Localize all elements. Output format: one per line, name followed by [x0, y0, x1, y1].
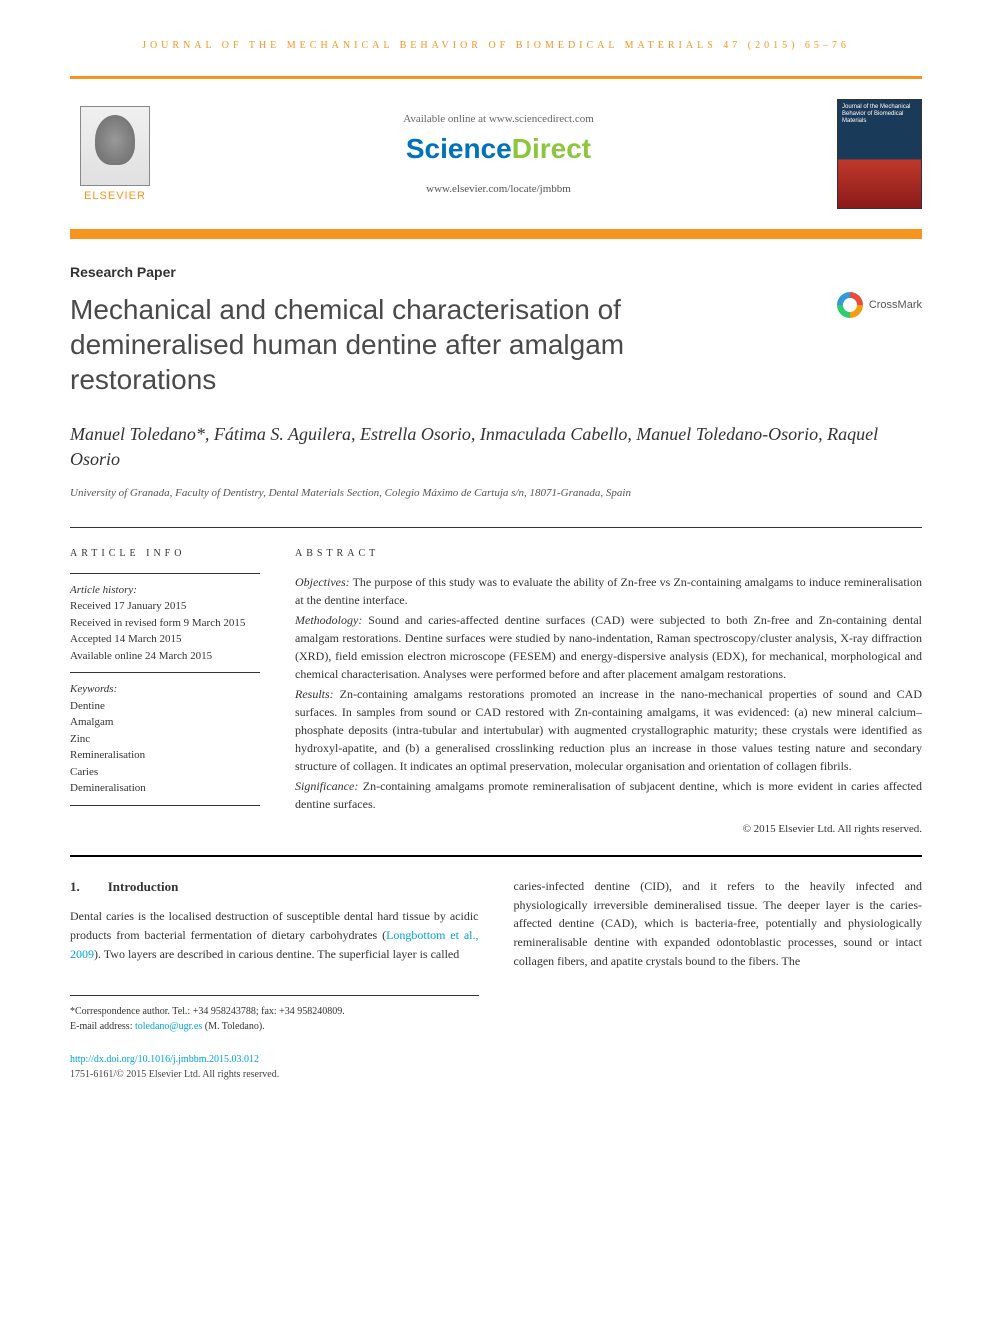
paper-title: Mechanical and chemical characterisation… — [70, 292, 720, 397]
crossmark-label: CrossMark — [869, 299, 922, 311]
publisher-header: ELSEVIER Available online at www.science… — [70, 99, 922, 209]
section-1-heading: Introduction — [108, 879, 179, 894]
significance-text: Zn-containing amalgams promote remineral… — [295, 779, 922, 811]
results-label: Results: — [295, 687, 334, 701]
keyword: Amalgam — [70, 714, 260, 731]
journal-cover-thumbnail: Journal of the Mechanical Behavior of Bi… — [837, 99, 922, 209]
keyword: Dentine — [70, 698, 260, 715]
keyword: Demineralisation — [70, 780, 260, 797]
article-info-column: ARTICLE INFO Article history: Received 1… — [70, 546, 260, 838]
online-date: Available online 24 March 2015 — [70, 648, 260, 665]
affiliation: University of Granada, Faculty of Dentis… — [70, 486, 922, 501]
keywords-block: Keywords: Dentine Amalgam Zinc Remineral… — [70, 681, 260, 806]
correspondence-note: *Correspondence author. Tel.: +34 958243… — [70, 1004, 479, 1019]
results-text: Zn-containing amalgams restorations prom… — [295, 687, 922, 773]
elsevier-logo: ELSEVIER — [70, 106, 160, 202]
accepted-date: Accepted 14 March 2015 — [70, 631, 260, 648]
body-column-right: caries-infected dentine (CID), and it re… — [514, 877, 923, 970]
sciencedirect-logo: ScienceDirect — [160, 133, 837, 165]
keyword: Caries — [70, 764, 260, 781]
elsevier-tree-icon — [80, 106, 150, 186]
crossmark-icon — [837, 292, 863, 318]
abstract-heading: ABSTRACT — [295, 546, 922, 561]
body-columns: 1. Introduction Dental caries is the loca… — [70, 877, 922, 970]
abstract-methodology: Methodology: Sound and caries-affected d… — [295, 611, 922, 683]
methodology-label: Methodology: — [295, 613, 362, 627]
accent-bar — [70, 229, 922, 239]
abstract-significance: Significance: Zn-containing amalgams pro… — [295, 777, 922, 813]
keywords-label: Keywords: — [70, 681, 260, 698]
abstract-objectives: Objectives: The purpose of this study wa… — [295, 573, 922, 609]
issn-copyright: 1751-6161/© 2015 Elsevier Ltd. All right… — [70, 1067, 922, 1082]
revised-date: Received in revised form 9 March 2015 — [70, 615, 260, 632]
objectives-label: Objectives: — [295, 575, 350, 589]
email-label: E-mail address: — [70, 1021, 135, 1032]
author-list: Manuel Toledano*, Fátima S. Aguilera, Es… — [70, 422, 922, 472]
available-online-text: Available online at www.sciencedirect.co… — [160, 113, 837, 125]
methodology-text: Sound and caries-affected dentine surfac… — [295, 613, 922, 681]
sciencedirect-word1: Science — [406, 133, 512, 164]
elsevier-label: ELSEVIER — [84, 190, 146, 202]
abstract-column: ABSTRACT Objectives: The purpose of this… — [295, 546, 922, 838]
footnotes: *Correspondence author. Tel.: +34 958243… — [70, 995, 479, 1034]
email-line: E-mail address: toledano@ugr.es (M. Tole… — [70, 1019, 479, 1034]
sciencedirect-word2: Direct — [512, 133, 591, 164]
abstract-copyright: © 2015 Elsevier Ltd. All rights reserved… — [295, 821, 922, 838]
objectives-text: The purpose of this study was to evaluat… — [295, 575, 922, 607]
email-link[interactable]: toledano@ugr.es — [135, 1021, 202, 1032]
keyword: Remineralisation — [70, 747, 260, 764]
footer-block: http://dx.doi.org/10.1016/j.jmbbm.2015.0… — [70, 1052, 922, 1082]
top-divider — [70, 76, 922, 79]
doi-link[interactable]: http://dx.doi.org/10.1016/j.jmbbm.2015.0… — [70, 1052, 922, 1067]
intro-para-left: Dental caries is the localised destructi… — [70, 907, 479, 963]
intro-para-right: caries-infected dentine (CID), and it re… — [514, 877, 923, 970]
abstract-results: Results: Zn-containing amalgams restorat… — [295, 685, 922, 775]
history-label: Article history: — [70, 582, 260, 599]
section-1-title: 1. Introduction — [70, 877, 479, 897]
running-head: JOURNAL OF THE MECHANICAL BEHAVIOR OF BI… — [70, 40, 922, 51]
header-center: Available online at www.sciencedirect.co… — [160, 113, 837, 195]
keyword: Zinc — [70, 731, 260, 748]
rule-thick — [70, 855, 922, 857]
intro-text-b: ). Two layers are described in carious d… — [94, 947, 459, 961]
crossmark-badge[interactable]: CrossMark — [837, 292, 922, 318]
email-suffix: (M. Toledano). — [202, 1021, 264, 1032]
received-date: Received 17 January 2015 — [70, 598, 260, 615]
article-history-block: Article history: Received 17 January 201… — [70, 573, 260, 674]
section-1-number: 1. — [70, 879, 80, 894]
rule-1 — [70, 527, 922, 528]
title-row: Mechanical and chemical characterisation… — [70, 292, 922, 397]
article-info-heading: ARTICLE INFO — [70, 546, 260, 561]
article-type-label: Research Paper — [70, 264, 922, 280]
authors-text: Manuel Toledano*, Fátima S. Aguilera, Es… — [70, 424, 878, 469]
significance-label: Significance: — [295, 779, 358, 793]
journal-url: www.elsevier.com/locate/jmbbm — [160, 183, 837, 195]
info-abstract-row: ARTICLE INFO Article history: Received 1… — [70, 546, 922, 838]
body-column-left: 1. Introduction Dental caries is the loca… — [70, 877, 479, 970]
